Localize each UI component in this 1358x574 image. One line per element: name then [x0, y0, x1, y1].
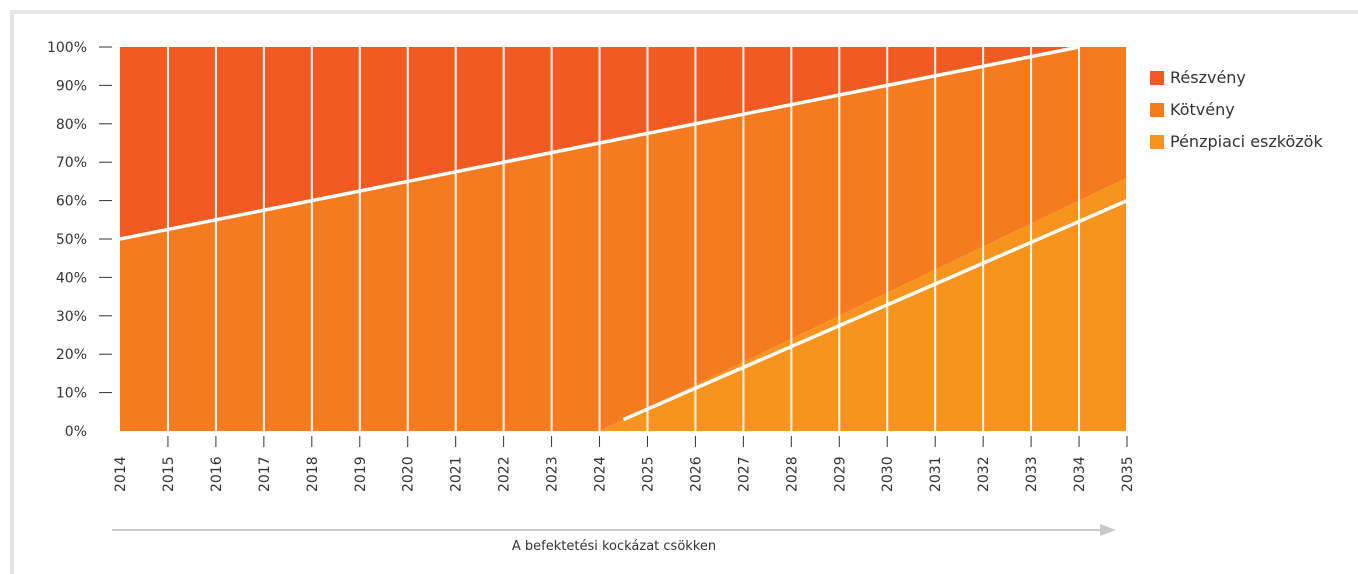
legend-swatch-penzpiaci: [1150, 134, 1164, 149]
x-tick-label-2015: 2015: [161, 456, 177, 492]
risk-arrow-head: [1100, 524, 1116, 536]
x-tick-label-2034: 2034: [1072, 456, 1088, 492]
legend-item-penzpiaci: Pénzpiaci eszközök: [1150, 130, 1323, 153]
y-tick-label-10: 10%: [56, 386, 87, 402]
x-tick-label-2024: 2024: [593, 456, 609, 492]
legend-swatch-kotveny: [1150, 102, 1164, 117]
x-tick-label-2027: 2027: [736, 456, 752, 492]
legend-label-kotveny: Kötvény: [1170, 100, 1235, 119]
legend-item-kotveny: Kötvény: [1150, 98, 1323, 121]
area-pénzpiaci-eszközök: [120, 177, 1127, 431]
legend-label-penzpiaci: Pénzpiaci eszközök: [1170, 132, 1323, 151]
y-tick-label-30: 30%: [56, 309, 87, 325]
x-tick-label-2016: 2016: [209, 456, 225, 492]
y-tick-label-70: 70%: [56, 155, 87, 171]
x-tick-label-2018: 2018: [305, 456, 321, 492]
y-tick-label-20: 20%: [56, 347, 87, 363]
x-tick-label-2021: 2021: [449, 456, 465, 492]
x-tick-label-2019: 2019: [353, 456, 369, 492]
area-részvény: [120, 47, 1127, 239]
legend-item-reszveny: Részvény: [1150, 66, 1323, 89]
x-tick-label-2026: 2026: [688, 456, 704, 492]
x-tick-label-2033: 2033: [1024, 456, 1040, 492]
x-tick-label-2031: 2031: [928, 456, 944, 492]
x-tick-label-2020: 2020: [401, 456, 417, 492]
x-tick-label-2035: 2035: [1120, 456, 1136, 492]
x-tick-label-2017: 2017: [257, 456, 273, 492]
legend-label-reszveny: Részvény: [1170, 68, 1246, 87]
x-tick-label-2022: 2022: [497, 456, 513, 492]
y-tick-label-60: 60%: [56, 194, 87, 210]
y-tick-label-50: 50%: [56, 232, 87, 248]
x-tick-label-2025: 2025: [640, 456, 656, 492]
boundary-line-0: [119, 45, 1080, 241]
x-tick-label-2030: 2030: [880, 456, 896, 492]
y-tick-label-80: 80%: [56, 117, 87, 133]
legend: Részvény Kötvény Pénzpiaci eszközök: [1150, 66, 1323, 162]
y-tick-label-0: 0%: [65, 424, 87, 440]
x-axis-label: A befektetési kockázat csökken: [512, 539, 716, 554]
legend-swatch-reszveny: [1150, 70, 1164, 85]
x-tick-label-2028: 2028: [784, 456, 800, 492]
x-tick-label-2014: 2014: [113, 456, 129, 492]
y-tick-label-40: 40%: [56, 270, 87, 286]
x-tick-label-2029: 2029: [832, 456, 848, 492]
boundary-line-1: [622, 198, 1128, 422]
area-kötvény: [120, 47, 1127, 431]
y-tick-label-90: 90%: [56, 78, 87, 94]
x-tick-label-2023: 2023: [545, 456, 561, 492]
x-tick-label-2032: 2032: [976, 456, 992, 492]
y-tick-label-100: 100%: [47, 40, 87, 56]
